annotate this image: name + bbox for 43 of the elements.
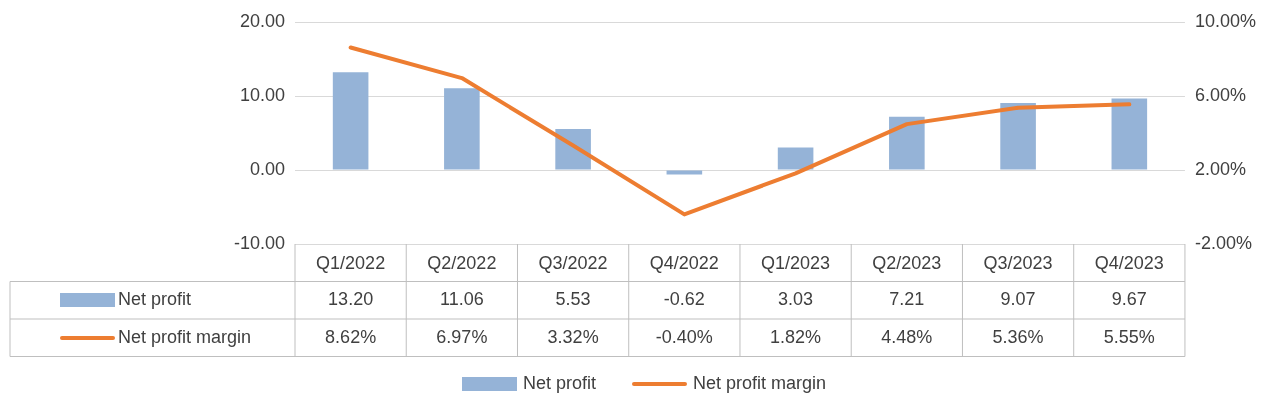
y2-tick-label: 10.00% (1194, 10, 1257, 31)
data-label: -0.62 (663, 289, 705, 310)
data-label: 9.07 (1000, 289, 1036, 310)
data-label: 5.36% (992, 326, 1044, 347)
y2-tick-label: 2.00% (1194, 158, 1246, 179)
y2-tick-label: 6.00% (1194, 84, 1246, 105)
y-tick-label: 0.00 (249, 158, 285, 179)
y-tick-label: 20.00 (239, 10, 285, 31)
y-tick-label: 10.00 (239, 84, 285, 105)
data-label: 1.82% (770, 326, 822, 347)
text: Net profit margin (692, 373, 827, 393)
x-tick-label: Q4/2022 (649, 252, 719, 273)
data-label: 5.53 (555, 289, 591, 310)
data-label: 4.48% (881, 326, 933, 347)
data-label: 13.20 (328, 289, 374, 310)
y2-tick-label: -2.00% (1194, 232, 1252, 253)
bar (777, 147, 814, 170)
data-label: 8.62% (325, 326, 377, 347)
legend-label: Net profit (118, 289, 192, 310)
x-tick-label: Q1/2023 (761, 252, 831, 273)
x-tick-label: Q2/2022 (427, 252, 497, 273)
data-label: 3.03 (778, 289, 814, 310)
data-label: -0.40% (655, 326, 713, 347)
data-label: 7.21 (889, 289, 925, 310)
y-tick-label: -10.00 (233, 232, 285, 253)
text: Net profit (522, 373, 596, 393)
x-tick-label: Q1/2022 (316, 252, 386, 273)
data-label: 11.06 (440, 289, 484, 310)
data-label: 5.55% (1103, 326, 1155, 347)
x-tick-label: Q2/2023 (872, 252, 942, 273)
legend-label: Net profit margin (118, 326, 252, 347)
bar (444, 88, 480, 170)
bar (1000, 102, 1036, 170)
x-tick-label: Q4/2023 (1094, 252, 1164, 273)
x-tick-label: Q3/2023 (983, 252, 1053, 273)
x-tick-label: Q3/2022 (538, 252, 608, 273)
bar (666, 170, 703, 175)
bar (332, 72, 369, 170)
bar (889, 116, 925, 170)
data-label: 6.97% (436, 326, 488, 347)
data-label: 3.32% (547, 326, 599, 347)
data-label: 9.67 (1111, 289, 1147, 310)
bar (1111, 98, 1148, 170)
